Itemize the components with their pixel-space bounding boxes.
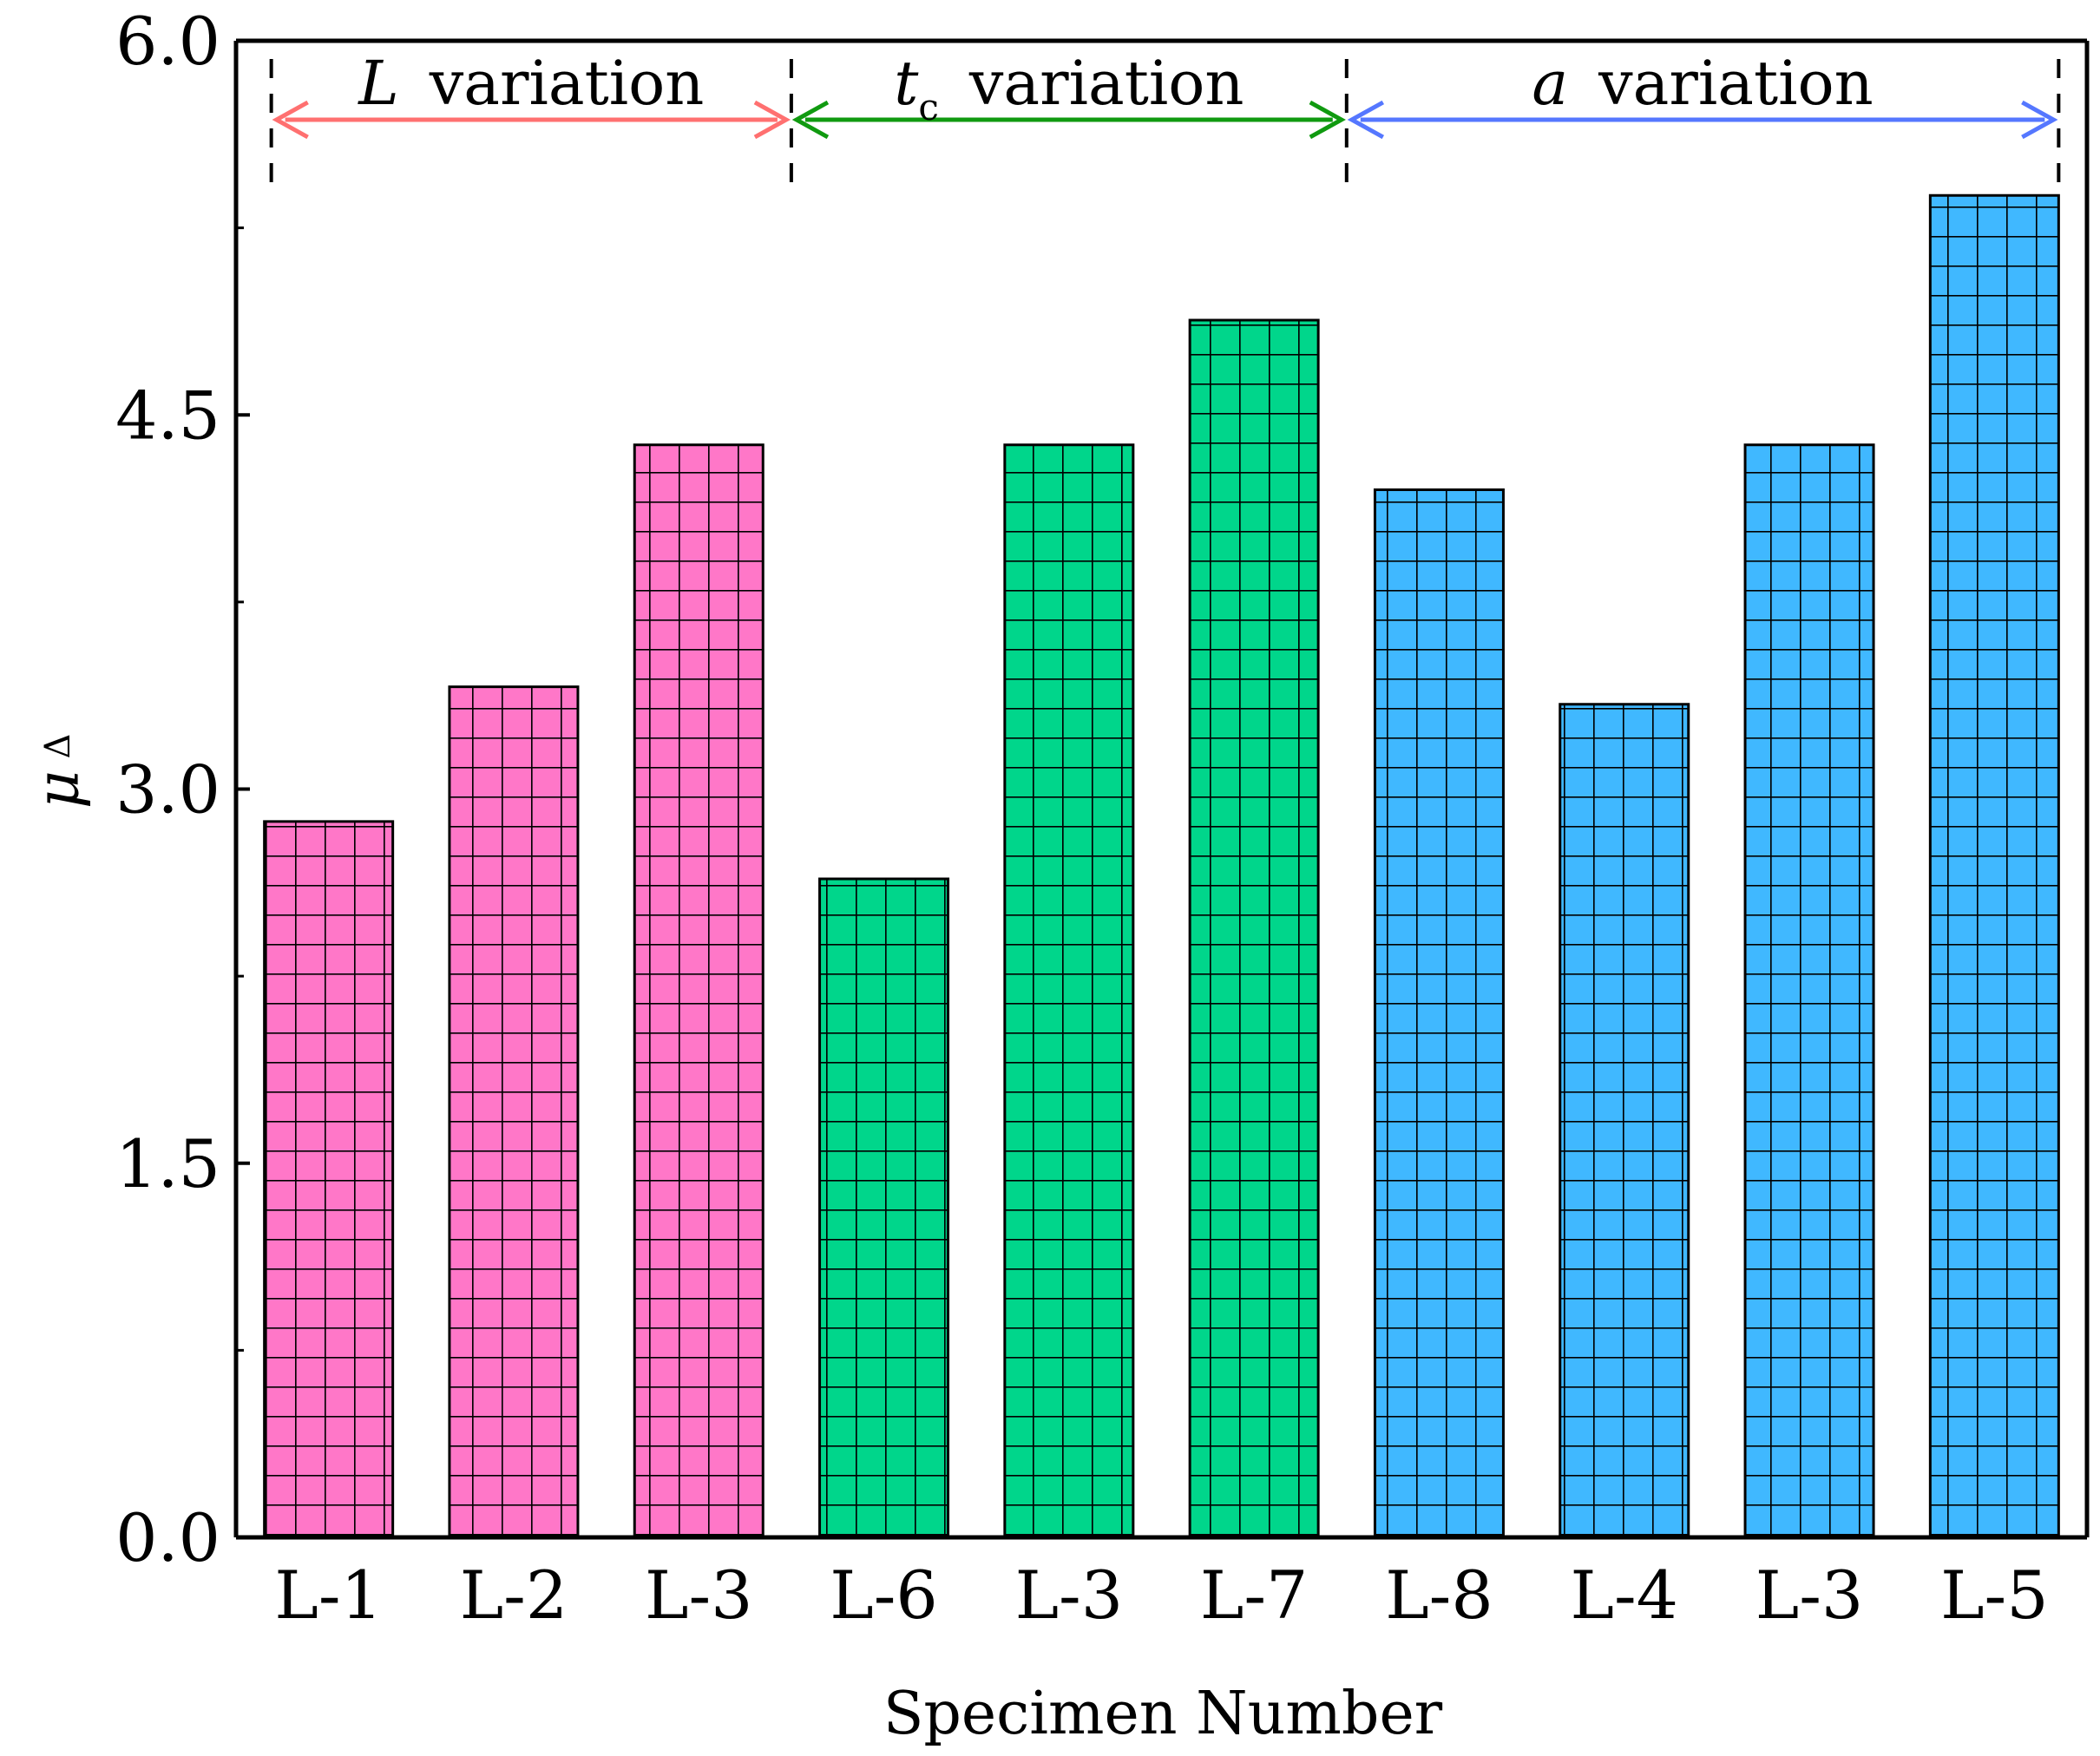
x-tick-label: L-5 [1940,1556,2049,1634]
group-arrow-head-left [791,100,830,140]
y-axis-title: μ [24,770,93,809]
x-axis-title: Specimen Number [883,1680,1443,1748]
x-tick-label: L-3 [1015,1556,1124,1634]
group-symbol: L [357,48,398,119]
group-arrow-head-left [1347,100,1385,140]
bar-4 [818,877,950,1539]
group-variation-text: variation [399,48,705,119]
y-axis-subscript: Δ [38,734,78,759]
x-tick-label: L-3 [645,1556,753,1634]
bar-8 [1559,703,1690,1539]
group-annotations: L variation tc variation a variation [269,48,2061,191]
y-tick-label: 6.0 [115,3,220,80]
bar-pattern [1745,444,1874,1537]
group-label: L variation [357,48,704,119]
group-3: a variation [1347,48,2058,140]
group-symbol: t [894,48,919,119]
bar-5 [1003,443,1135,1539]
bar-pattern [1190,320,1319,1537]
group-1: L variation [272,48,791,140]
bars-layer [263,193,2060,1539]
group-2: tc variation [791,48,1346,140]
y-tick-label: 1.5 [115,1125,220,1202]
axis-labels: 0.0 1.5 3.0 4.5 6.0 L-1 L-2 L-3 L-6 L-3 L-7 L-8 L-4 L… [24,3,2049,1748]
group-arrow-head-right [1309,100,1346,140]
x-tick-label: L-7 [1200,1556,1309,1634]
x-tick-label: L-1 [274,1556,383,1634]
group-variation-text: variation [939,48,1244,119]
bar-10 [1928,193,2060,1539]
y-tick-label: 4.5 [115,377,220,454]
bar-9 [1743,443,1875,1539]
group-symbol: a [1532,48,1568,119]
group-label: a variation [1532,48,1873,119]
group-label: tc variation [894,48,1244,128]
bar-pattern [264,821,393,1537]
bar-pattern [1930,195,2059,1537]
x-tick-label: L-6 [830,1556,938,1634]
x-tick-label: L-4 [1570,1556,1678,1634]
group-variation-text: variation [1568,48,1874,119]
bar-3 [633,443,765,1539]
group-symbol-subscript: c [918,86,939,128]
bar-pattern [819,879,948,1537]
bar-6 [1188,318,1320,1539]
bar-pattern [449,686,578,1537]
bar-2 [448,685,580,1539]
x-tick-label: L-2 [460,1556,568,1634]
bar-pattern [1375,489,1504,1537]
bar-pattern [1004,444,1133,1537]
group-arrow-head-right [753,100,791,140]
group-arrow-head-left [272,100,309,140]
x-tick-label: L-8 [1385,1556,1493,1634]
bar-pattern [1559,704,1689,1537]
bar-pattern [634,444,764,1537]
x-tick-label: L-3 [1755,1556,1864,1634]
group-arrow-head-right [2021,100,2058,140]
y-tick-label: 3.0 [115,751,220,829]
y-tick-label: 0.0 [115,1499,220,1576]
axes-layer [233,38,2090,1540]
bar-7 [1373,488,1505,1539]
bar-1 [263,820,395,1539]
